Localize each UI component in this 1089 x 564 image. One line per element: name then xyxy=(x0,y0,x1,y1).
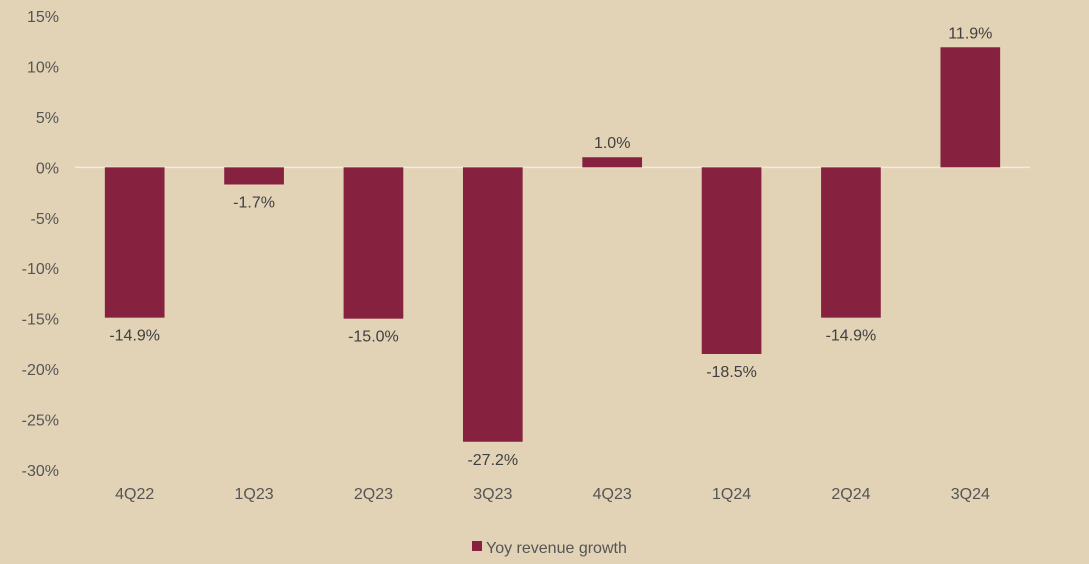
bar xyxy=(104,167,165,318)
y-tick-label: -10% xyxy=(22,261,59,278)
data-label: 11.9% xyxy=(948,25,992,42)
y-tick-label: 0% xyxy=(36,160,59,177)
data-label: -18.5% xyxy=(706,364,757,381)
y-tick-label: -25% xyxy=(22,413,59,430)
bar xyxy=(582,157,643,168)
data-label: -15.0% xyxy=(348,329,399,346)
y-tick-label: -5% xyxy=(31,211,59,228)
x-axis: 4Q22 1Q23 2Q23 3Q23 4Q23 1Q24 2Q24 3Q24 xyxy=(115,486,990,503)
y-tick-label: 5% xyxy=(36,110,59,127)
bar xyxy=(343,167,404,319)
y-axis: 15% 10% 5% 0% -5% -10% -15% -20% -25% -30% xyxy=(22,9,59,480)
x-tick-label: 3Q23 xyxy=(473,486,512,503)
legend: Yoy revenue growth xyxy=(472,540,627,557)
data-label: -1.7% xyxy=(233,194,275,211)
x-tick-label: 2Q24 xyxy=(831,486,870,503)
data-labels: -14.9% -1.7% -15.0% -27.2% 1.0% -18.5% -14.9% 1… xyxy=(109,25,992,468)
x-tick-label: 4Q23 xyxy=(593,486,632,503)
bar xyxy=(224,167,284,185)
data-label: -14.9% xyxy=(109,328,160,345)
y-tick-label: 15% xyxy=(27,9,59,26)
y-tick-label: -30% xyxy=(22,463,59,480)
bars xyxy=(104,47,1001,442)
x-tick-label: 1Q23 xyxy=(234,486,273,503)
legend-label: Yoy revenue growth xyxy=(486,540,627,557)
bar xyxy=(821,167,881,318)
bar xyxy=(462,167,523,442)
y-tick-label: 10% xyxy=(27,59,59,76)
x-tick-label: 1Q24 xyxy=(712,486,751,503)
x-tick-label: 3Q24 xyxy=(951,486,990,503)
legend-swatch xyxy=(472,541,482,551)
bar xyxy=(940,47,1001,168)
bar xyxy=(701,167,762,354)
y-tick-label: -15% xyxy=(22,312,59,329)
data-label: 1.0% xyxy=(594,135,630,152)
y-tick-label: -20% xyxy=(22,362,59,379)
x-tick-label: 2Q23 xyxy=(354,486,393,503)
data-label: -27.2% xyxy=(467,452,518,469)
x-tick-label: 4Q22 xyxy=(115,486,154,503)
data-label: -14.9% xyxy=(826,328,877,345)
